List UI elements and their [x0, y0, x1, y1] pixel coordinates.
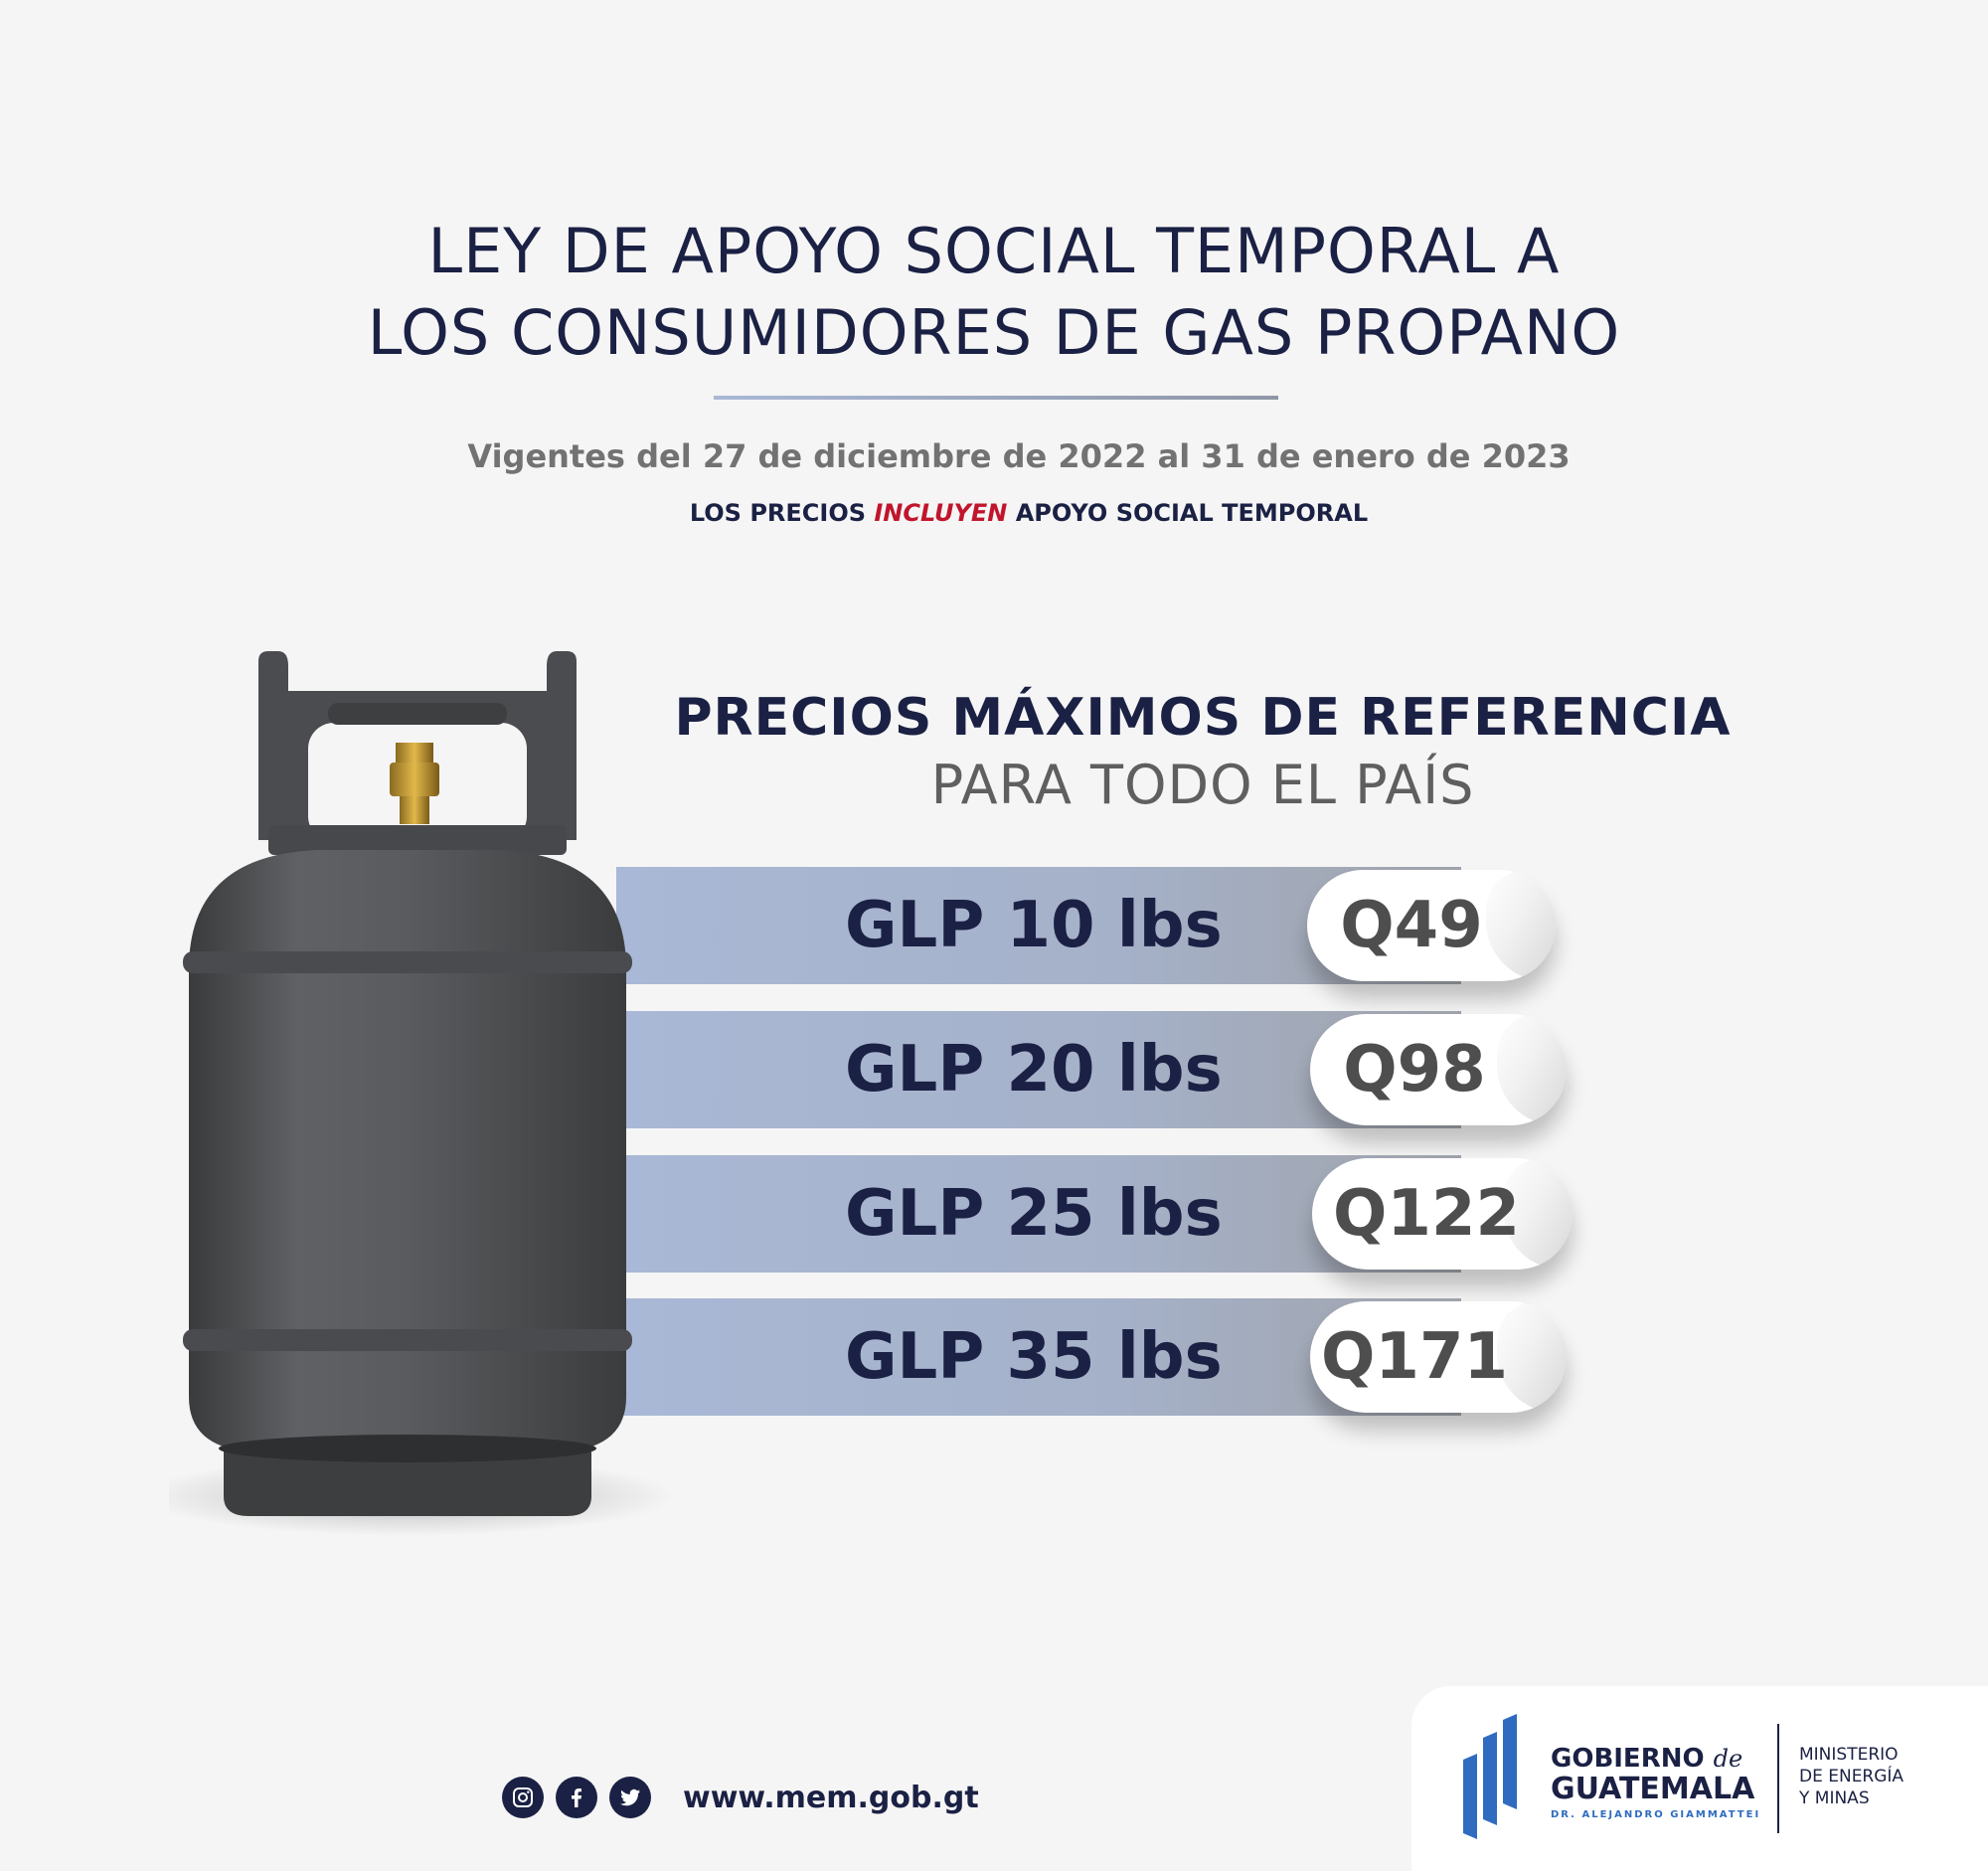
ministry-line-1: MINISTERIO [1799, 1745, 1899, 1765]
social-links: www.mem.gob.gt [502, 1776, 979, 1819]
price-label-20: GLP 20 lbs [845, 1033, 1223, 1106]
price-value-35: Q171 [1321, 1320, 1508, 1394]
facebook-icon[interactable] [556, 1777, 597, 1818]
prices-note: LOS PRECIOS INCLUYEN APOYO SOCIAL TEMPOR… [0, 499, 1988, 527]
prices-heading: PRECIOS MÁXIMOS DE REFERENCIA [674, 688, 1732, 748]
title-divider [714, 396, 1278, 400]
ministry-line-2: DE ENERGÍA [1799, 1767, 1905, 1786]
logo-divider [1777, 1724, 1779, 1833]
government-logo-card: GOBIERNO de GUATEMALA DR. ALEJANDRO GIAM… [1411, 1686, 1988, 1871]
ministry-line-3: Y MINAS [1799, 1788, 1870, 1808]
note-suffix: APOYO SOCIAL TEMPORAL [1007, 499, 1369, 527]
title-line-2: LOS CONSUMIDORES DE GAS PROPANO [367, 296, 1621, 369]
price-label-10: GLP 10 lbs [845, 889, 1223, 962]
logo-president: DR. ALEJANDRO GIAMMATTEI [1551, 1809, 1761, 1820]
price-tag-35: Q171 [1310, 1301, 1567, 1413]
ministry-name: MINISTERIO DE ENERGÍA Y MINAS [1799, 1744, 1904, 1809]
title-line-1: LEY DE APOYO SOCIAL TEMPORAL A [427, 215, 1561, 287]
logo-gobierno-text: GOBIERNO [1551, 1744, 1705, 1774]
gas-cylinder-icon [169, 651, 676, 1536]
price-tag-25: Q122 [1312, 1158, 1573, 1270]
price-label-35: GLP 35 lbs [845, 1320, 1223, 1394]
price-value-10: Q49 [1340, 889, 1483, 962]
price-value-20: Q98 [1343, 1033, 1486, 1106]
price-tag-10: Q49 [1307, 870, 1556, 981]
note-prefix: LOS PRECIOS [689, 499, 875, 527]
twitter-icon[interactable] [609, 1777, 651, 1818]
page-title: LEY DE APOYO SOCIAL TEMPORAL A LOS CONSU… [0, 211, 1988, 374]
note-highlight: INCLUYEN [874, 499, 1008, 527]
price-tag-20: Q98 [1310, 1014, 1567, 1125]
guatemala-flag-logo-icon [1463, 1714, 1517, 1839]
instagram-icon[interactable] [502, 1777, 544, 1818]
website-link[interactable]: www.mem.gob.gt [683, 1780, 979, 1815]
logo-gobierno: GOBIERNO de [1551, 1744, 1742, 1774]
validity-dates: Vigentes del 27 de diciembre de 2022 al … [467, 437, 1571, 475]
logo-de-text: de [1713, 1745, 1743, 1773]
price-label-25: GLP 25 lbs [845, 1177, 1223, 1251]
logo-guatemala: GUATEMALA [1551, 1772, 1755, 1806]
price-value-25: Q122 [1333, 1177, 1520, 1251]
prices-subheading: PARA TODO EL PAÍS [930, 754, 1475, 816]
